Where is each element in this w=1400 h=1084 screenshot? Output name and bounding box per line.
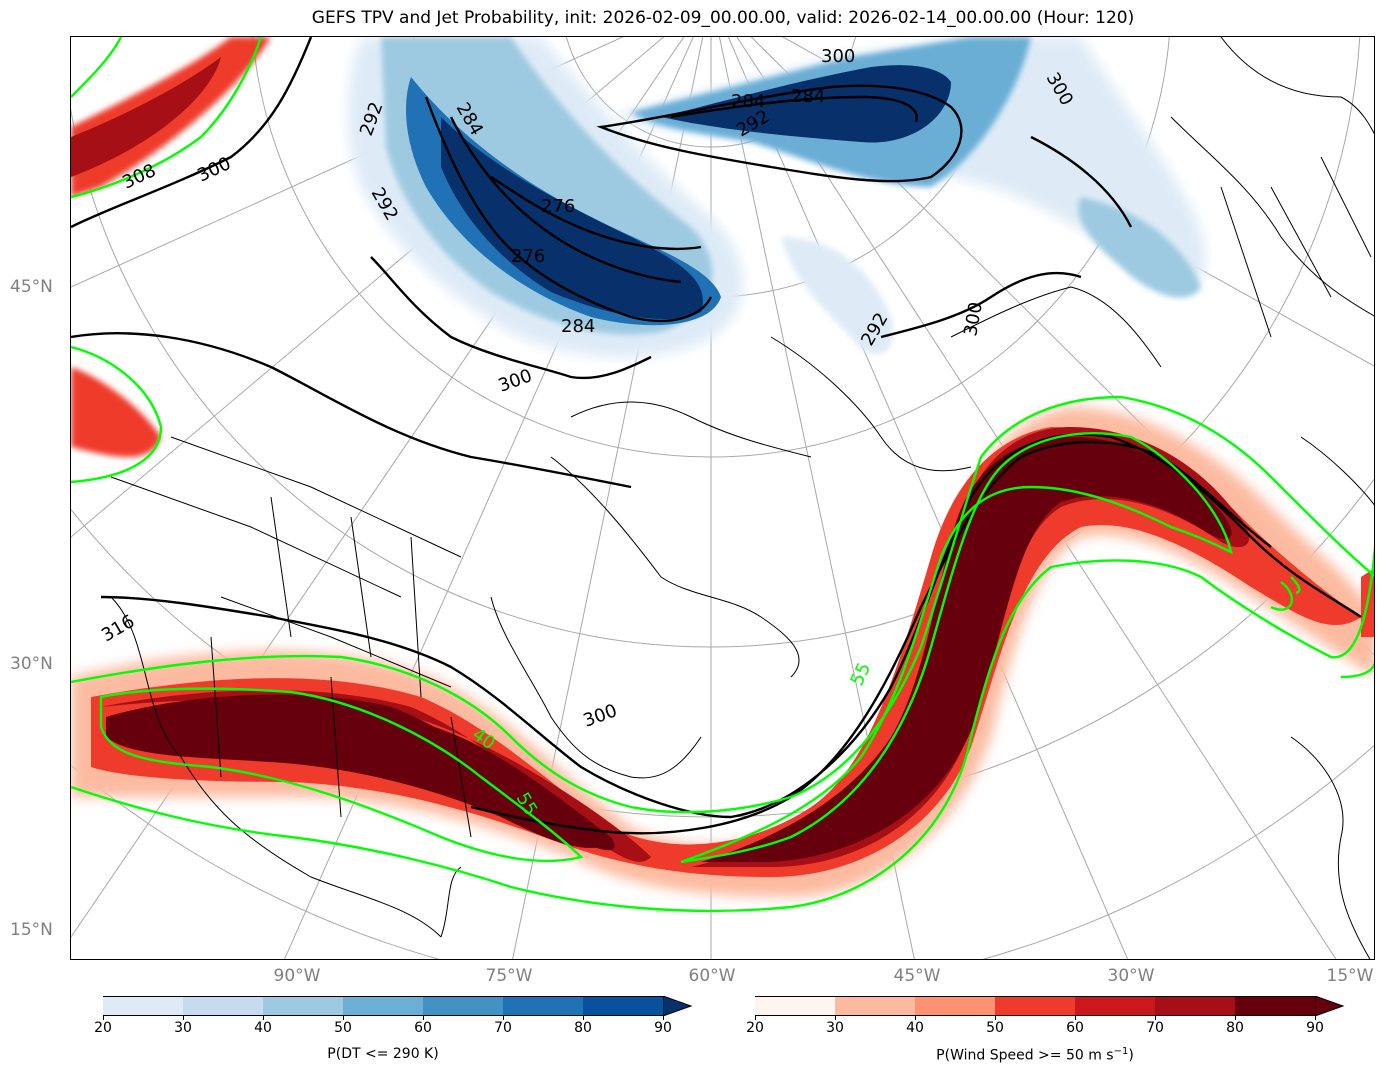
colorbar-tick-mark	[835, 1016, 836, 1020]
lon-label-30w: 30°W	[1107, 966, 1155, 986]
theta-label: 284	[561, 316, 595, 337]
colorbar-jet: 20 30 40 50 60 70 80 90	[746, 996, 1345, 1036]
colorbar-tick-mark	[1155, 1016, 1156, 1020]
colorbar-tick-mark	[1235, 1016, 1236, 1020]
wind-contours	[71, 37, 1374, 913]
colorbar-tick-label: 60	[1066, 1020, 1084, 1036]
colorbar-tpv-seg-2	[263, 996, 343, 1016]
colorbar-tpv-seg-3	[343, 996, 423, 1016]
theta-label: 284	[731, 91, 765, 112]
colorbar-tick-label: 20	[94, 1020, 112, 1036]
theta-contours	[71, 37, 1362, 835]
colorbar-tick-label: 90	[1306, 1020, 1324, 1036]
theta-label: 300	[496, 365, 535, 396]
colorbar-tick-label: 30	[826, 1020, 844, 1036]
colorbar-tick-label: 40	[906, 1020, 924, 1036]
theta-label: 284	[791, 86, 825, 107]
wind-label: 55	[846, 659, 875, 689]
colorbar-tick-mark	[103, 1016, 104, 1020]
colorbar-jet-seg-4	[1075, 996, 1155, 1016]
colorbar-tick-mark	[995, 1016, 996, 1020]
colorbar-tick-label: 50	[986, 1020, 1004, 1036]
colorbar-jet-seg-2	[915, 996, 995, 1016]
lon-label-15w: 15°W	[1326, 966, 1374, 986]
colorbar-tick-label: 20	[746, 1020, 764, 1036]
jet-probability-fill	[71, 37, 1374, 897]
colorbar-jet-seg-6	[1235, 996, 1315, 1016]
theta-label: 300	[581, 700, 620, 731]
colorbar-tick-mark	[503, 1016, 504, 1020]
colorbar-tpv-label: P(DT <= 290 K)	[327, 1046, 439, 1062]
colorbar-jet-extend-arrow	[1315, 996, 1345, 1016]
colorbar-tpv-seg-1	[183, 996, 263, 1016]
colorbar-tpv-seg-0	[103, 996, 183, 1016]
colorbar-tick-mark	[583, 1016, 584, 1020]
colorbar-tick-label: 80	[574, 1020, 592, 1036]
colorbar-jet-seg-5	[1155, 996, 1235, 1016]
lat-label-15n: 15°N	[10, 920, 53, 940]
lat-label-45n: 45°N	[10, 277, 53, 297]
colorbar-tick-label: 60	[414, 1020, 432, 1036]
colorbar-tick-mark	[663, 1016, 664, 1020]
colorbar-tick-mark	[423, 1016, 424, 1020]
colorbar-jet-label: P(Wind Speed >= 50 m s−1)	[936, 1046, 1134, 1064]
colorbar-jet-seg-1	[835, 996, 915, 1016]
colorbar-jet-label-main: P(Wind Speed >= 50 m s	[936, 1047, 1114, 1064]
lat-label-30n: 30°N	[10, 654, 53, 674]
colorbar-tick-label: 80	[1226, 1020, 1244, 1036]
colorbar-tick-label: 90	[654, 1020, 672, 1036]
lon-label-90w: 90°W	[273, 966, 321, 986]
colorbar-tick-label: 70	[494, 1020, 512, 1036]
theta-label: 276	[511, 246, 545, 267]
tpv-probability-fill	[347, 37, 1206, 358]
theta-label: 276	[541, 196, 575, 217]
map-title: GEFS TPV and Jet Probability, init: 2026…	[311, 8, 1135, 28]
colorbar-tick-mark	[755, 1016, 756, 1020]
map-canvas: 308 300 292 284 284 284 292 276 276 284 …	[71, 37, 1374, 959]
colorbar-tick-label: 50	[334, 1020, 352, 1036]
lon-label-45w: 45°W	[893, 966, 941, 986]
colorbar-tpv-seg-5	[503, 996, 583, 1016]
colorbar-tick-mark	[343, 1016, 344, 1020]
colorbar-jet-seg-3	[995, 996, 1075, 1016]
map-panel[interactable]: 308 300 292 284 284 284 292 276 276 284 …	[70, 36, 1375, 960]
colorbar-jet-label-end: )	[1128, 1047, 1134, 1064]
colorbar-tick-label: 30	[174, 1020, 192, 1036]
colorbar-tpv: 20 30 40 50 60 70 80 90	[94, 996, 693, 1036]
theta-label: 316	[98, 611, 138, 646]
colorbar-tpv-seg-4	[423, 996, 503, 1016]
colorbar-tick-label: 70	[1146, 1020, 1164, 1036]
colorbar-tick-mark	[1315, 1016, 1316, 1020]
colorbar-tick-mark	[263, 1016, 264, 1020]
colorbar-tick-mark	[183, 1016, 184, 1020]
lon-label-75w: 75°W	[485, 966, 533, 986]
colorbar-jet-label-sup: −1	[1113, 1046, 1129, 1057]
colorbar-tick-label: 40	[254, 1020, 272, 1036]
theta-label: 300	[960, 300, 987, 337]
colorbar-tick-mark	[1075, 1016, 1076, 1020]
colorbar-tick-mark	[915, 1016, 916, 1020]
colorbar-jet-seg-0	[755, 996, 835, 1016]
theta-label: 300	[821, 46, 855, 67]
colorbar-tpv-extend-arrow	[663, 996, 693, 1016]
lon-label-60w: 60°W	[688, 966, 736, 986]
colorbar-tpv-seg-6	[583, 996, 663, 1016]
